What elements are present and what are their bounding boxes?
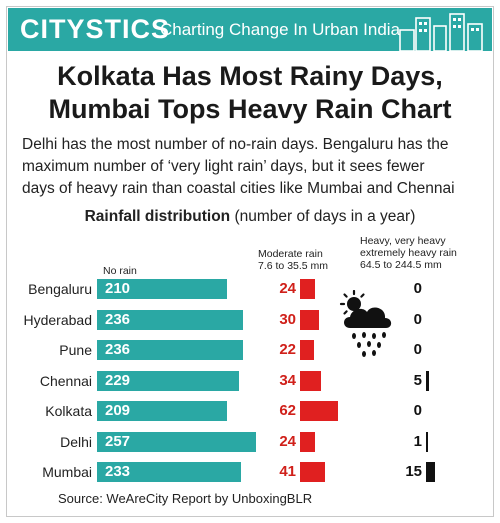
heavy-bar-chennai	[426, 370, 429, 391]
heavy-value-pune: 0	[413, 341, 422, 358]
no-rain-value-mumbai: 233	[105, 463, 131, 480]
city-label-bengaluru: Bengaluru	[28, 281, 92, 297]
city-label-hyderabad: Hyderabad	[23, 311, 93, 328]
no-rain-bar-pune	[97, 340, 243, 360]
intro-line-2: maximum number of ‘very light rain’ days…	[22, 158, 425, 175]
intro-line-3: days of heavy rain than coastal cities l…	[22, 180, 455, 197]
heavy-value-chennai: 5	[413, 371, 422, 389]
column-header-no-rain: No rain	[103, 265, 137, 277]
headline-line-1: Kolkata Has Most Rainy Days,	[57, 61, 443, 91]
heavy-value-hyderabad: 0	[413, 310, 422, 328]
no-rain-value-bengaluru: 210	[105, 280, 131, 297]
column-header-heavy-line-3: 64.5 to 244.5 mm	[360, 259, 442, 271]
no-rain-bar-hyderabad	[97, 309, 243, 330]
moderate-value-delhi: 24	[279, 432, 296, 450]
intro-text: Delhi has the most number of no-rain day…	[22, 134, 492, 200]
column-header-heavy-line-2: extremely heavy rain	[360, 247, 457, 259]
column-header-moderate-line-2: 7.6 to 35.5 mm	[258, 260, 329, 272]
moderate-value-chennai: 34	[279, 371, 296, 389]
intro-line-1: Delhi has the most number of no-rain day…	[22, 136, 449, 153]
no-rain-value-pune: 236	[105, 341, 131, 358]
tagline: Charting Change In Urban India	[160, 20, 401, 39]
city-label-mumbai: Mumbai	[42, 464, 92, 480]
no-rain-bar-bengaluru	[97, 279, 227, 299]
moderate-value-kolkata: 62	[279, 402, 296, 419]
no-rain-bar-kolkata	[97, 401, 227, 421]
chart-subtitle-bold: Rainfall distribution	[84, 208, 231, 225]
city-label-pune: Pune	[59, 342, 92, 358]
header-banner: CITYSTICS Charting Change In Urban India	[8, 8, 492, 51]
heavy-bar-delhi	[426, 431, 428, 452]
moderate-bar-delhi	[300, 431, 315, 452]
moderate-value-mumbai: 41	[279, 463, 296, 480]
moderate-bar-chennai	[300, 370, 321, 391]
no-rain-value-chennai: 229	[105, 371, 131, 389]
heavy-bar-mumbai	[426, 462, 435, 482]
no-rain-bar-chennai	[97, 370, 239, 391]
no-rain-value-hyderabad: 236	[105, 310, 131, 328]
brand-logo: CITYSTICS	[20, 14, 171, 44]
skyline-icon	[399, 13, 483, 51]
heavy-value-delhi: 1	[413, 432, 422, 450]
no-rain-bar-delhi	[97, 431, 256, 452]
heavy-value-kolkata: 0	[413, 402, 422, 419]
moderate-value-pune: 22	[279, 341, 296, 358]
column-header-moderate-line-1: Moderate rain	[258, 248, 323, 260]
city-label-chennai: Chennai	[39, 372, 92, 389]
moderate-value-hyderabad: 30	[279, 310, 296, 328]
no-rain-value-kolkata: 209	[105, 402, 131, 419]
moderate-bar-mumbai	[300, 462, 325, 482]
heavy-value-mumbai: 15	[405, 463, 422, 480]
moderate-bar-pune	[300, 340, 314, 360]
column-header-heavy-line-1: Heavy, very heavy	[360, 235, 446, 247]
no-rain-bar-mumbai	[97, 462, 241, 482]
chart-subtitle: Rainfall distribution (number of days in…	[0, 208, 500, 226]
city-label-kolkata: Kolkata	[45, 403, 92, 419]
sun-cloud-rain-icon	[339, 290, 392, 357]
moderate-bar-hyderabad	[300, 309, 319, 330]
no-rain-value-delhi: 257	[105, 432, 131, 450]
city-label-delhi: Delhi	[60, 433, 92, 450]
moderate-bar-kolkata	[300, 401, 338, 421]
moderate-value-bengaluru: 24	[279, 280, 296, 297]
column-header-moderate: Moderate rain 7.6 to 35.5 mm	[258, 248, 328, 272]
heavy-value-bengaluru: 0	[413, 280, 422, 297]
source-note: Source: WeAreCity Report by UnboxingBLR	[58, 491, 313, 506]
column-header-heavy: Heavy, very heavy extremely heavy rain 6…	[360, 235, 457, 271]
moderate-bar-bengaluru	[300, 279, 315, 299]
headline-line-2: Mumbai Tops Heavy Rain Chart	[48, 94, 452, 124]
chart-subtitle-rest: (number of days in a year)	[230, 208, 416, 225]
